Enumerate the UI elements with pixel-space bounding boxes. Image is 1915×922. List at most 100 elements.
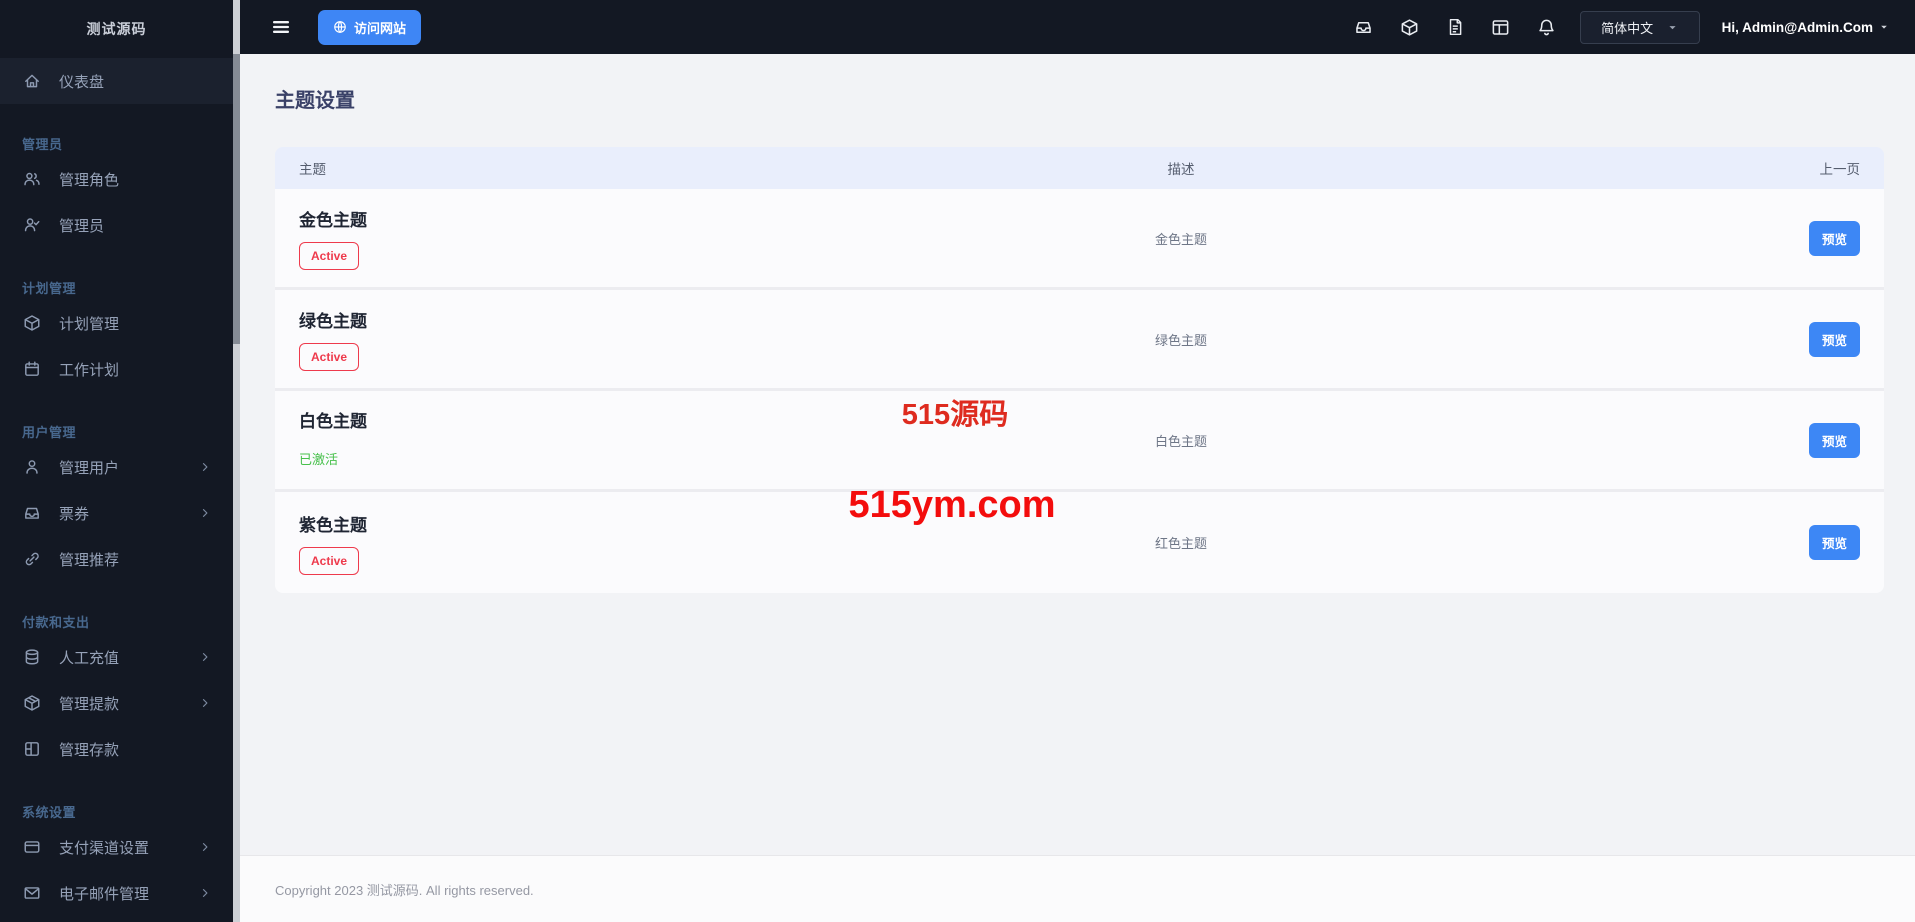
- envelope-icon: [22, 883, 42, 903]
- inbox-icon[interactable]: [1354, 18, 1373, 37]
- sidebar-item-plan-management[interactable]: 计划管理: [0, 300, 233, 346]
- calendar-icon: [22, 359, 42, 379]
- brand-title: 测试源码: [86, 21, 147, 37]
- person-icon: [22, 457, 42, 477]
- sidebar-item-manage-withdrawals[interactable]: 管理提款: [0, 680, 233, 726]
- preview-button[interactable]: 预览: [1808, 321, 1860, 357]
- sidebar-section-payments: 付款和支出: [22, 615, 90, 630]
- status-badge: Active: [299, 546, 360, 575]
- sidebar-item-label: 电子邮件管理: [59, 885, 150, 903]
- file-text-icon[interactable]: [1446, 18, 1464, 36]
- sidebar-section-admin: 管理员: [22, 137, 63, 152]
- theme-name: 白色主题: [299, 411, 367, 431]
- preview-button[interactable]: 预览: [1808, 525, 1860, 560]
- sidebar-item-manage-deposits[interactable]: 管理存款: [0, 726, 233, 772]
- sidebar-item-email-management[interactable]: 电子邮件管理: [0, 870, 233, 916]
- sidebar-item-label: 管理角色: [59, 171, 120, 189]
- credit-card-icon: [22, 837, 42, 857]
- cube-icon: [22, 313, 42, 333]
- table-header-row: 主题 描述 上一页: [275, 147, 1884, 189]
- sidebar-item-label: 仪表盘: [59, 73, 105, 91]
- theme-description: 绿色主题: [1154, 332, 1207, 348]
- sidebar-item-label: 管理提款: [59, 695, 120, 713]
- column-header-description: 描述: [1167, 162, 1195, 177]
- theme-description: 白色主题: [1154, 433, 1207, 449]
- chevron-right-icon: [199, 841, 211, 853]
- sidebar-item-dashboard[interactable]: 仪表盘: [0, 58, 233, 104]
- content-area: 主题设置 主题 描述 上一页 金色主题 Active 金色主题 预览 绿色主题: [240, 54, 1915, 855]
- table-icon[interactable]: [1491, 18, 1510, 37]
- grid-icon: [22, 739, 42, 759]
- inbox-icon: [22, 503, 42, 523]
- box-icon: [22, 693, 42, 713]
- sidebar-item-label: 计划管理: [59, 315, 120, 333]
- theme-cell: 金色主题 Active: [299, 206, 986, 270]
- caret-down-icon: [1667, 22, 1678, 33]
- sidebar-item-work-plan[interactable]: 工作计划: [0, 346, 233, 392]
- sidebar-scrollbar-thumb[interactable]: [233, 54, 240, 344]
- column-header-theme: 主题: [299, 162, 326, 177]
- sidebar-item-manage-roles[interactable]: 管理角色: [0, 156, 233, 202]
- bell-icon[interactable]: [1537, 18, 1556, 37]
- theme-name: 紫色主题: [299, 515, 367, 535]
- theme-description: 红色主题: [1154, 536, 1207, 551]
- table-row: 紫色主题 Active 红色主题 预览: [275, 492, 1884, 593]
- sidebar-item-label: 工作计划: [59, 361, 120, 379]
- action-cell: 预览: [1376, 321, 1860, 357]
- sidebar-item-referrals[interactable]: 管理推荐: [0, 536, 233, 582]
- visit-website-button[interactable]: 访问网站: [318, 9, 422, 45]
- sidebar-item-admins[interactable]: 管理员: [0, 202, 233, 248]
- theme-description: 金色主题: [1154, 231, 1207, 247]
- person-check-icon: [22, 215, 42, 235]
- caret-down-icon: [1879, 22, 1889, 32]
- main-area: 访问网站 简体中文 Hi, A: [240, 0, 1915, 922]
- sidebar-item-payment-channels[interactable]: 支付渠道设置: [0, 824, 233, 870]
- database-icon: [22, 647, 42, 667]
- status-text: 已激活: [299, 451, 339, 467]
- theme-cell: 白色主题 已激活: [299, 407, 986, 474]
- user-menu[interactable]: Hi, Admin@Admin.Com: [1722, 20, 1889, 35]
- action-cell: 预览: [1376, 220, 1860, 256]
- page-footer: Copyright 2023 测试源码. All rights reserved…: [240, 855, 1915, 922]
- sidebar-item-tickets[interactable]: 票券: [0, 490, 233, 536]
- sidebar-item-manual-recharge[interactable]: 人工充值: [0, 634, 233, 680]
- sidebar-item-label: 支付渠道设置: [59, 839, 150, 857]
- theme-cell: 紫色主题 Active: [299, 511, 986, 575]
- action-cell: 预览: [1376, 422, 1860, 458]
- language-select[interactable]: 简体中文: [1579, 10, 1700, 44]
- status-badge: Active: [299, 242, 360, 270]
- sidebar-scrollbar-track[interactable]: [233, 0, 240, 922]
- copyright-text: Copyright 2023 测试源码. All rights reserved…: [275, 882, 534, 898]
- people-icon: [22, 169, 42, 189]
- column-header-prev-page: 上一页: [1819, 162, 1860, 177]
- status-badge: Active: [299, 343, 360, 371]
- sidebar-item-label: 管理员: [59, 217, 105, 235]
- sidebar-item-data-settings[interactable]: 数据设置: [0, 916, 233, 922]
- sidebar: 测试源码 仪表盘 管理员 管理角色 管理员 计划管理 计划管理 工作计划 用户管…: [0, 0, 233, 922]
- table-row: 金色主题 Active 金色主题 预览: [275, 189, 1884, 290]
- preview-button[interactable]: 预览: [1808, 220, 1860, 256]
- box-icon[interactable]: [1400, 18, 1419, 37]
- action-cell: 预览: [1376, 525, 1860, 560]
- user-menu-label: Hi, Admin@Admin.Com: [1721, 19, 1873, 35]
- link-icon: [22, 549, 42, 569]
- hamburger-menu-icon[interactable]: [270, 16, 292, 38]
- sidebar-item-manage-users[interactable]: 管理用户: [0, 444, 233, 490]
- table-row: 绿色主题 Active 绿色主题 预览: [275, 290, 1884, 391]
- table-row: 白色主题 已激活 白色主题 预览: [275, 391, 1884, 492]
- sidebar-item-label: 管理存款: [59, 741, 120, 759]
- themes-table: 主题 描述 上一页 金色主题 Active 金色主题 预览 绿色主题 Activ…: [275, 147, 1884, 593]
- theme-cell: 绿色主题 Active: [299, 307, 986, 371]
- page-title: 主题设置: [275, 90, 355, 112]
- home-icon: [22, 71, 42, 91]
- sidebar-item-label: 人工充值: [59, 649, 120, 667]
- sidebar-item-label: 管理推荐: [59, 551, 120, 569]
- sidebar-section-plans: 计划管理: [22, 281, 77, 296]
- preview-button[interactable]: 预览: [1808, 422, 1860, 458]
- sidebar-section-system: 系统设置: [22, 805, 77, 820]
- theme-name: 金色主题: [299, 211, 367, 230]
- chevron-right-icon: [199, 697, 211, 709]
- chevron-right-icon: [199, 887, 211, 899]
- sidebar-section-users: 用户管理: [22, 425, 77, 440]
- chevron-right-icon: [199, 461, 211, 473]
